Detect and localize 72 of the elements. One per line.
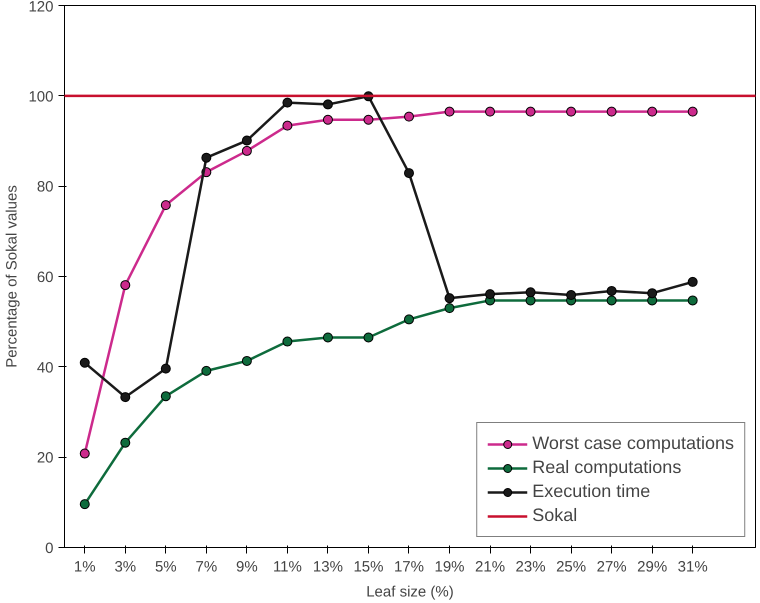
point (688, 276, 698, 287)
point (363, 332, 374, 342)
y-tick-label: 20 (36, 450, 54, 467)
point (322, 332, 333, 342)
x-tick-label: 7% (196, 558, 218, 576)
point (444, 303, 455, 314)
point (282, 120, 292, 131)
point (201, 366, 212, 376)
point (282, 98, 292, 108)
point (120, 392, 130, 402)
point (322, 99, 333, 110)
x-tick-label: 21% (475, 558, 506, 576)
point (647, 106, 658, 117)
y-tick-label: 0 (45, 540, 54, 557)
x-tick-label: 1% (74, 558, 96, 576)
y-tick-label: 100 (28, 88, 54, 106)
x-tick-label: 23% (516, 558, 546, 576)
point (160, 391, 171, 402)
y-tick-label: 120 (28, 0, 54, 16)
x-tick-label: 25% (556, 558, 586, 576)
x-tick-label: 27% (596, 558, 627, 576)
point (80, 358, 90, 368)
y-axis-title: Percentage of Sokal values (3, 185, 20, 368)
y-tick-label: 40 (36, 359, 54, 376)
point (120, 438, 130, 448)
legend-label: Sokal (532, 505, 578, 526)
point (404, 168, 414, 178)
point (485, 289, 496, 300)
point (566, 290, 576, 300)
point (444, 106, 455, 117)
point (566, 106, 576, 117)
point (160, 200, 171, 210)
point (363, 114, 374, 125)
point (120, 280, 130, 290)
point (647, 288, 658, 298)
point (444, 293, 455, 304)
point (242, 356, 252, 366)
x-tick-label: 13% (312, 558, 343, 576)
point (404, 314, 414, 324)
legend-label: Real computations (532, 457, 682, 478)
x-tick-label: 11% (272, 558, 302, 576)
point (688, 106, 698, 117)
x-tick-label: 15% (353, 558, 384, 576)
point (242, 136, 252, 146)
point (526, 295, 536, 306)
point (606, 295, 617, 306)
point (160, 364, 171, 374)
point (80, 448, 90, 459)
point (485, 106, 496, 117)
legend-label: Worst case computations (532, 433, 734, 454)
x-tick-label: 3% (114, 558, 136, 576)
point (242, 146, 252, 156)
x-tick-label: 5% (154, 558, 177, 576)
x-tick-label: 29% (637, 558, 668, 576)
x-tick-label: 17% (394, 558, 424, 576)
point (606, 286, 617, 296)
point (606, 106, 617, 117)
x-tick-label: 9% (236, 558, 258, 576)
legend-label: Execution time (532, 481, 650, 502)
x-tick-label: 31% (678, 558, 708, 576)
point (80, 499, 90, 510)
point (201, 152, 212, 163)
point (404, 112, 414, 122)
point (322, 114, 333, 125)
x-tick-label: 19% (434, 558, 465, 576)
point (688, 295, 698, 306)
point (526, 287, 536, 298)
point (282, 336, 292, 347)
point (526, 106, 536, 117)
y-tick-label: 80 (36, 178, 54, 196)
y-tick-label: 60 (36, 269, 54, 286)
x-axis-title: Leaf size (%) (366, 584, 454, 600)
